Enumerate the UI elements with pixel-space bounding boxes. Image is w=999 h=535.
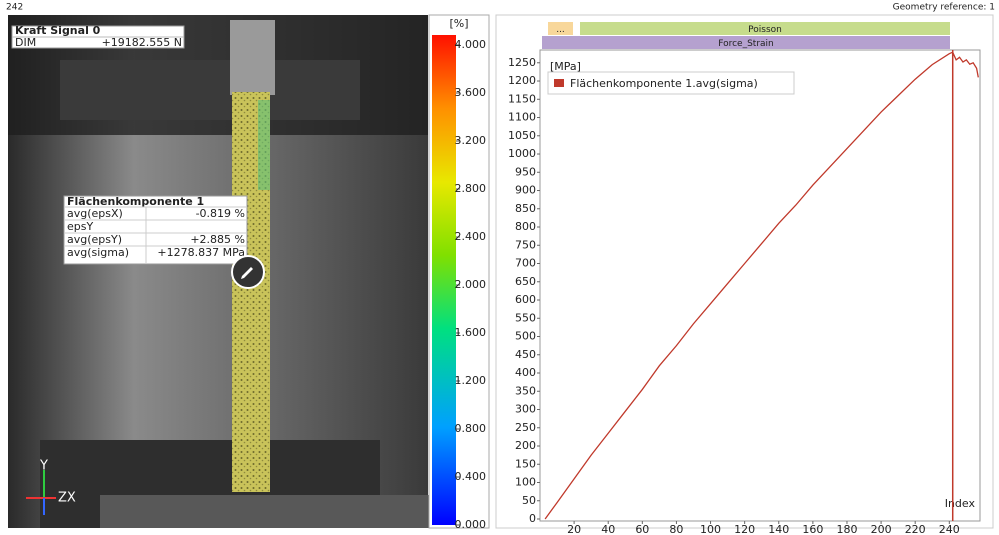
stage-label: ...: [556, 25, 565, 35]
signal-label: DIM: [15, 36, 36, 49]
colorbar-label: 1.200: [455, 374, 487, 387]
chart: ... Poisson Force_Strain 0 50 100 150 200 250 300…: [508, 22, 981, 535]
series-line: [544, 51, 979, 520]
axes-triad: Y ZX: [26, 459, 76, 515]
y-tick-label: 550: [515, 311, 536, 324]
y-tick-label: 700: [515, 257, 536, 270]
y-tick-label: 1000: [508, 147, 536, 160]
y-tick-label: 950: [515, 165, 536, 178]
y-tick-label: 450: [515, 348, 536, 361]
y-tick-label: 350: [515, 384, 536, 397]
x-tick-label: 60: [635, 523, 649, 535]
y-tick-label: 900: [515, 184, 536, 197]
colorbar-unit: [%]: [449, 17, 468, 30]
y-tick-label: 650: [515, 275, 536, 288]
y-tick-label: 800: [515, 220, 536, 233]
colorbar: [%] 4.000 3.600 3.200 2.800 2.400 2.000 1.600 1…: [428, 14, 490, 531]
stage-label: Poisson: [748, 25, 782, 35]
y-tick-label: 1050: [508, 129, 536, 142]
stage-bar: [580, 22, 950, 35]
stage-bar: [542, 36, 950, 49]
component-box: Flächenkomponente 1 avg(epsX) -0.819 % eps…: [63, 195, 248, 265]
colorbar-label: 4.000: [455, 38, 487, 51]
y-tick-label: 600: [515, 293, 536, 306]
colorbar-label: 2.000: [455, 278, 487, 291]
x-label: Index: [945, 497, 976, 510]
colorbar-label: 3.600: [455, 86, 487, 99]
y-tick-label: 250: [515, 421, 536, 434]
row-value: +1278.837 MPa: [157, 246, 245, 259]
x-tick-label: 100: [700, 523, 721, 535]
x-tick-label: 120: [734, 523, 755, 535]
colorbar-label: 1.600: [455, 326, 487, 339]
row-label: avg(sigma): [67, 246, 129, 259]
y-tick-label: 1250: [508, 56, 536, 69]
geometry-reference: Geometry reference: 1: [893, 3, 995, 13]
stage-bar: [548, 22, 573, 35]
plot-area: [539, 49, 981, 522]
y-tick-label: 400: [515, 366, 536, 379]
x-tick-label: 40: [601, 523, 615, 535]
colorbar-label: 0.400: [455, 470, 487, 483]
signal-title: Kraft Signal 0: [15, 24, 101, 37]
colorbar-label: 0.000: [455, 518, 487, 531]
y-tick-label: 850: [515, 202, 536, 215]
frame-index: 242: [6, 3, 23, 13]
axis-x-label: ZX: [58, 491, 76, 506]
x-tick-label: 20: [567, 523, 581, 535]
x-tick-label: 180: [836, 523, 857, 535]
row-value: -0.819 %: [196, 207, 245, 220]
y-tick-label: 1150: [508, 92, 536, 105]
x-tick-label: 160: [802, 523, 823, 535]
signal-value: +19182.555 N: [102, 36, 182, 49]
legend-label: Flächenkomponente 1.avg(sigma): [570, 77, 758, 90]
chart-panel: [495, 14, 994, 529]
signal-box: Kraft Signal 0 DIM +19182.555 N: [11, 24, 185, 49]
y-tick-label: 750: [515, 238, 536, 251]
x-tick-label: 240: [939, 523, 960, 535]
x-tick-label: 80: [669, 523, 683, 535]
x-tick-label: 220: [905, 523, 926, 535]
legend-swatch: [554, 79, 564, 87]
y-tick-label: 150: [515, 457, 536, 470]
row-label: avg(epsX): [67, 207, 123, 220]
colorbar-label: 2.400: [455, 230, 487, 243]
edit-icon: [241, 267, 253, 279]
image-view: [8, 15, 430, 528]
colorbar-label: 2.800: [455, 182, 487, 195]
component-title: Flächenkomponente 1: [67, 195, 204, 208]
x-tick-label: 140: [768, 523, 789, 535]
y-tick-label: 1100: [508, 111, 536, 124]
row-value: +2.885 %: [190, 233, 245, 246]
y-unit: [MPa]: [550, 60, 581, 73]
y-tick-label: 300: [515, 403, 536, 416]
row-label: epsY: [67, 220, 93, 233]
legend-box: [547, 71, 795, 95]
colorbar-label: 3.200: [455, 134, 487, 147]
y-tick-label: 1200: [508, 74, 536, 87]
y-tick-label: 50: [522, 494, 536, 507]
y-tick-label: 0: [529, 512, 536, 525]
y-tick-label: 500: [515, 330, 536, 343]
y-tick-label: 100: [515, 476, 536, 489]
axis-y-label: Y: [39, 459, 48, 474]
stage-label: Force_Strain: [718, 39, 774, 49]
x-tick-label: 200: [871, 523, 892, 535]
y-tick-label: 200: [515, 439, 536, 452]
colorbar-label: 0.800: [455, 422, 487, 435]
row-label: avg(epsY): [67, 233, 122, 246]
